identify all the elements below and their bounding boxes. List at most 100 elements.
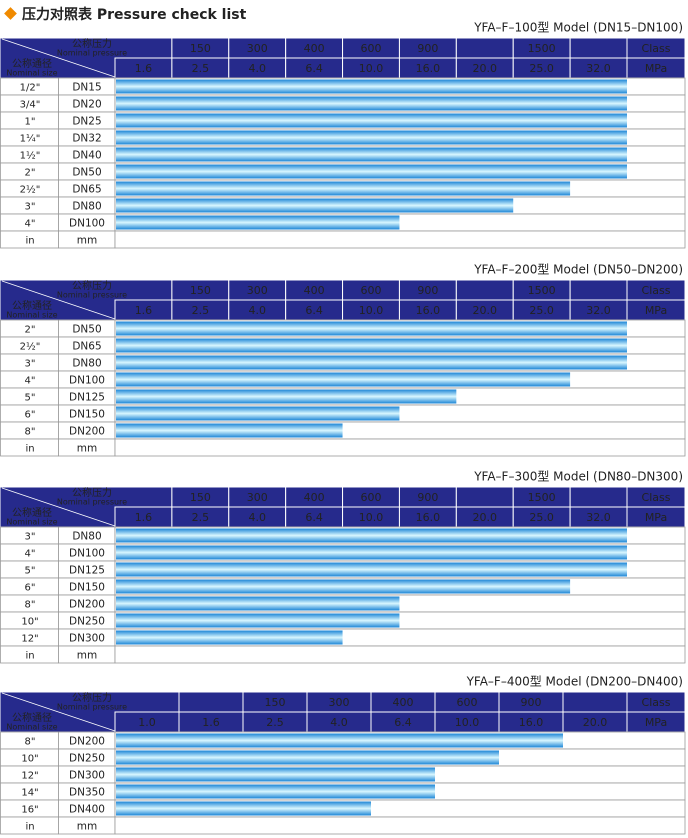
size-dn: DN100 xyxy=(69,218,105,230)
mpa-label: 16.0 xyxy=(416,62,441,75)
pressure-bar xyxy=(116,198,514,213)
size-dn: DN300 xyxy=(69,770,105,782)
pressure-bar xyxy=(116,181,571,196)
size-en: Nominal size xyxy=(6,723,57,732)
model-label: YFA–F–200型 Model (DN50–DN200) xyxy=(473,263,683,277)
class-cell xyxy=(455,37,514,59)
size-dn: DN150 xyxy=(69,409,105,421)
pressure-bar xyxy=(116,372,571,387)
mpa-label: 2.5 xyxy=(192,511,210,524)
mpa-label: 10.0 xyxy=(359,511,384,524)
class-header: Class xyxy=(642,42,671,55)
mpa-label: 6.4 xyxy=(305,304,323,317)
pressure-bar xyxy=(116,596,400,611)
size-inch: 3" xyxy=(25,202,36,213)
model-label: YFA–F–300型 Model (DN80–DN300) xyxy=(473,470,683,484)
mpa-label: 2.5 xyxy=(266,716,284,729)
mpa-label: 4.0 xyxy=(248,304,266,317)
class-cell xyxy=(569,279,628,301)
size-inch: 2½" xyxy=(20,184,41,196)
pressure-bar xyxy=(116,130,627,145)
class-label: 150 xyxy=(190,284,211,297)
pressure-bar xyxy=(116,801,371,816)
mpa-label: 6.4 xyxy=(305,511,323,524)
size-inch: 4" xyxy=(25,549,36,560)
size-inch: in xyxy=(25,236,34,247)
mpa-label: 20.0 xyxy=(473,304,498,317)
size-inch: 3/4" xyxy=(20,100,41,111)
size-inch: 4" xyxy=(25,219,36,230)
mpa-label: 32.0 xyxy=(586,511,611,524)
class-label: 900 xyxy=(417,491,438,504)
pressure-en: Nominal pressure xyxy=(57,291,127,300)
mpa-label: 1.0 xyxy=(138,716,156,729)
mpa-label: 2.5 xyxy=(192,304,210,317)
size-dn: DN32 xyxy=(72,133,101,145)
mpa-label: 25.0 xyxy=(529,511,554,524)
mpa-label: 4.0 xyxy=(248,511,266,524)
size-dn: DN65 xyxy=(72,184,101,196)
size-dn: DN20 xyxy=(72,99,101,111)
pressure-bar xyxy=(116,215,400,230)
class-label: 400 xyxy=(393,696,414,709)
size-inch: 8" xyxy=(25,737,36,748)
mpa-label: 25.0 xyxy=(529,304,554,317)
class-cell xyxy=(178,691,244,713)
cell xyxy=(114,645,686,664)
size-dn: DN150 xyxy=(69,582,105,594)
size-dn: DN100 xyxy=(69,375,105,387)
pressure-bar xyxy=(116,750,499,765)
class-label: 1500 xyxy=(528,491,556,504)
pressure-zh: 公称压力 xyxy=(72,691,112,704)
mpa-label: 20.0 xyxy=(583,716,608,729)
mpa-label: 1.6 xyxy=(135,304,153,317)
size-dn: mm xyxy=(77,650,97,662)
size-inch: in xyxy=(25,822,34,833)
size-inch: 2" xyxy=(25,325,36,336)
class-label: 600 xyxy=(361,491,382,504)
mpa-label: 1.6 xyxy=(135,511,153,524)
size-inch: 6" xyxy=(25,583,36,594)
class-label: 600 xyxy=(457,696,478,709)
size-inch: 8" xyxy=(25,600,36,611)
pressure-bar xyxy=(116,423,343,438)
size-inch: 8" xyxy=(25,427,36,438)
mpa-label: 25.0 xyxy=(529,62,554,75)
cell xyxy=(114,438,686,457)
mpa-label: 16.0 xyxy=(416,511,441,524)
pressure-bar xyxy=(116,79,627,94)
size-dn: DN80 xyxy=(72,201,101,213)
class-label: 150 xyxy=(190,42,211,55)
size-dn: DN300 xyxy=(69,633,105,645)
class-cell xyxy=(569,486,628,508)
mpa-label: 1.6 xyxy=(202,716,220,729)
pressure-en: Nominal pressure xyxy=(57,498,127,507)
size-dn: DN125 xyxy=(69,392,105,404)
class-header: Class xyxy=(642,284,671,297)
size-inch: 1½" xyxy=(20,150,41,162)
mpa-label: 10.0 xyxy=(455,716,480,729)
pressure-bar xyxy=(116,96,627,111)
mpa-label: 32.0 xyxy=(586,62,611,75)
size-dn: DN40 xyxy=(72,150,101,162)
mpa-label: 16.0 xyxy=(519,716,544,729)
class-cell xyxy=(562,691,628,713)
class-header: Class xyxy=(642,696,671,709)
pressure-zh: 公称压力 xyxy=(72,37,112,50)
pressure-bar xyxy=(116,113,627,128)
pressure-en: Nominal pressure xyxy=(57,703,127,712)
pressure-bar xyxy=(116,338,627,353)
pressure-bar xyxy=(116,355,627,370)
size-dn: DN100 xyxy=(69,548,105,560)
header-diagonal xyxy=(1,38,116,78)
pressure-bar xyxy=(116,545,627,560)
size-zh: 公称通径 xyxy=(12,57,52,70)
size-dn: DN50 xyxy=(72,324,101,336)
class-label: 600 xyxy=(361,284,382,297)
class-label: 300 xyxy=(329,696,350,709)
size-dn: DN400 xyxy=(69,804,105,816)
pressure-bar xyxy=(116,733,563,748)
size-zh: 公称通径 xyxy=(12,711,52,724)
size-en: Nominal size xyxy=(6,311,57,320)
size-dn: mm xyxy=(77,821,97,833)
